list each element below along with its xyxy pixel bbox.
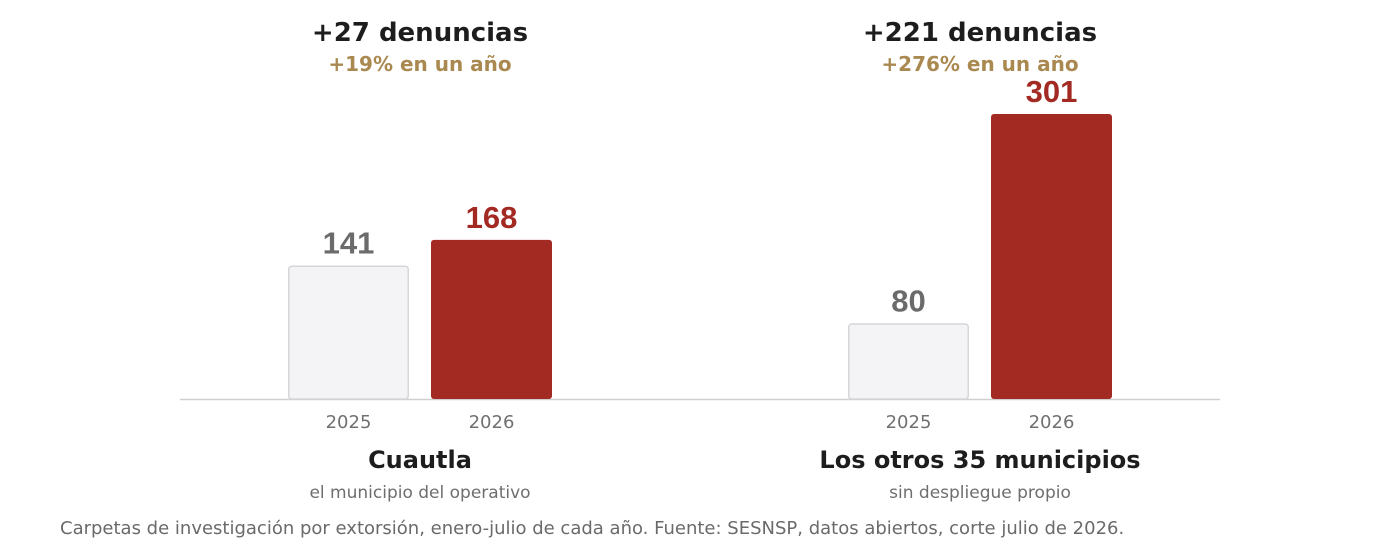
group-name-otros-municipios: Los otros 35 municipios <box>819 446 1140 474</box>
tick-label-otros-municipios-2025: 2025 <box>886 412 932 433</box>
tick-label-otros-municipios-2026: 2026 <box>1029 412 1075 433</box>
headline-otros-municipios: +221 denuncias <box>863 18 1097 48</box>
value-label-otros-municipios-2025: 80 <box>891 283 925 318</box>
value-label-otros-municipios-2026: 301 <box>1026 74 1078 109</box>
headline-cuautla: +27 denuncias <box>312 18 528 48</box>
bar-otros-municipios-2025 <box>848 323 969 400</box>
value-label-cuautla-2026: 168 <box>466 200 518 235</box>
value-label-cuautla-2025: 141 <box>323 225 375 260</box>
bar-cuautla-2025 <box>288 265 409 400</box>
change-cuautla: +19% en un año <box>328 52 511 76</box>
bar-chart: +27 denuncias +19% en un año 141 2025 168 202… <box>180 18 1220 503</box>
change-otros-municipios: +276% en un año <box>881 52 1078 76</box>
group-subtitle-otros-municipios: sin despliegue propio <box>889 483 1071 503</box>
tick-label-cuautla-2026: 2026 <box>469 412 515 433</box>
tick-label-cuautla-2025: 2025 <box>326 412 372 433</box>
group-name-cuautla: Cuautla <box>368 446 472 474</box>
chart-footnote: Carpetas de investigación por extorsión,… <box>60 518 1125 539</box>
group-subtitle-cuautla: el municipio del operativo <box>309 483 530 503</box>
bar-cuautla-2026 <box>431 239 552 399</box>
bar-otros-municipios-2026 <box>991 114 1112 399</box>
